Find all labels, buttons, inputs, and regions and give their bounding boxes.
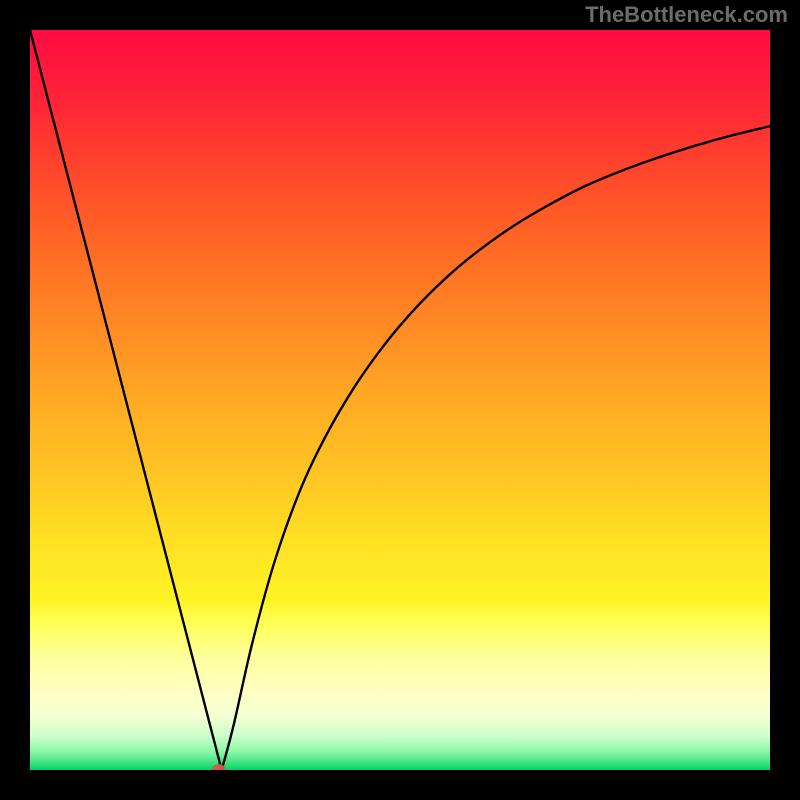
bottleneck-chart: [30, 30, 770, 770]
plot-area: [30, 30, 770, 770]
chart-frame: TheBottleneck.com: [0, 0, 800, 800]
attribution-label: TheBottleneck.com: [585, 2, 788, 28]
gradient-background: [30, 30, 770, 770]
